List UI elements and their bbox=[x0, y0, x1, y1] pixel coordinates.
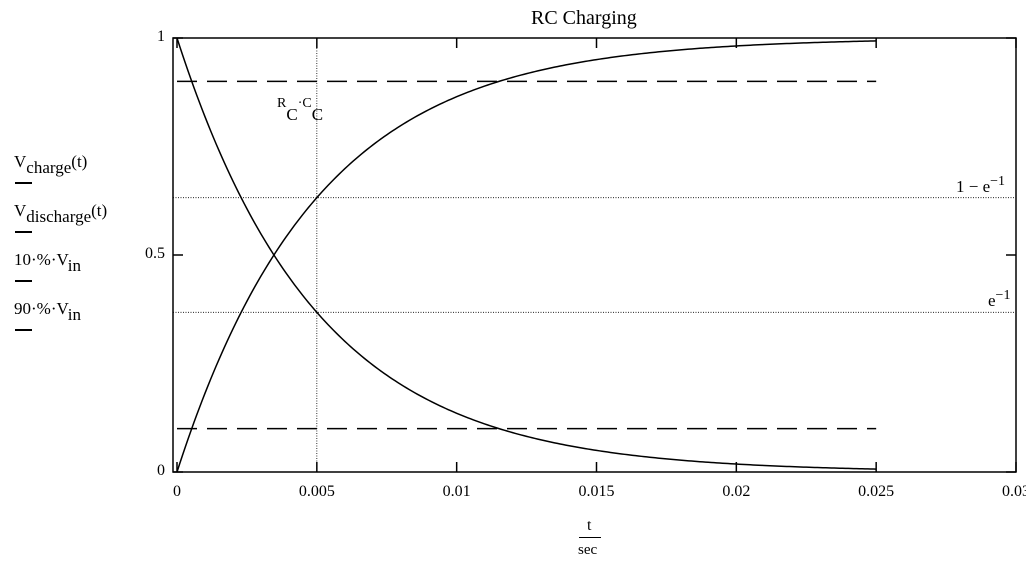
y-tick-label-0: 0 bbox=[157, 462, 165, 479]
legend-90pct-sub: in bbox=[67, 305, 81, 324]
legend-charge-sub: charge bbox=[26, 158, 72, 177]
legend-90pct-swatch bbox=[15, 329, 32, 331]
x-axis-label-den: sec bbox=[578, 542, 598, 558]
legend-discharge-tail: (t) bbox=[91, 201, 108, 220]
legend-discharge-sub: discharge bbox=[26, 207, 92, 226]
legend-10pct-swatch bbox=[15, 280, 32, 282]
chart-title: RC Charging bbox=[531, 7, 637, 29]
series-line-1 bbox=[176, 37, 877, 470]
legend-discharge: Vdischarge(t) bbox=[14, 201, 108, 225]
x-tick-label-3: 0.015 bbox=[578, 483, 615, 500]
x-axis-label-num: t bbox=[587, 517, 592, 534]
legend-charge-main: V bbox=[14, 152, 27, 171]
legend-charge-tail: (t) bbox=[71, 152, 88, 171]
series-lines bbox=[176, 37, 877, 473]
marker-label-2-sup: −1 bbox=[995, 288, 1011, 303]
legend-charge-swatch bbox=[15, 182, 32, 184]
legend-10pct-sub: in bbox=[67, 256, 81, 275]
rc-label-c: C bbox=[302, 96, 312, 111]
rc-label-c2: C bbox=[311, 105, 324, 124]
legend-10pct: 10·%·Vin bbox=[14, 250, 81, 274]
legend-90pct: 90·%·Vin bbox=[14, 299, 81, 323]
marker-lines bbox=[173, 38, 1016, 472]
y-tick-label-2: 1 bbox=[157, 28, 165, 45]
legend-charge: Vcharge(t) bbox=[14, 152, 88, 176]
rc-label-r: R bbox=[277, 96, 287, 111]
rc-label-c1: C bbox=[286, 105, 298, 124]
x-tick-label-4: 0.02 bbox=[722, 483, 751, 500]
axis-ticks bbox=[173, 37, 1017, 473]
legend-90pct-main: 90·%·V bbox=[14, 299, 68, 318]
legend-discharge-main: V bbox=[14, 201, 27, 220]
x-axis-label-bar bbox=[579, 537, 601, 538]
series-line-0 bbox=[176, 40, 877, 473]
x-tick-label-1: 0.005 bbox=[298, 483, 335, 500]
marker-label-1-text: 1 − e bbox=[956, 177, 991, 196]
marker-label-e: e−1 bbox=[988, 289, 1010, 310]
x-tick-label-5: 0.025 bbox=[858, 483, 895, 500]
rc-label: RC·CC bbox=[277, 97, 323, 124]
marker-label-2-text: e bbox=[988, 291, 996, 310]
x-tick-label-2: 0.01 bbox=[442, 483, 471, 500]
marker-label-1-sup: −1 bbox=[990, 174, 1006, 189]
x-tick-label-0: 0 bbox=[173, 483, 181, 500]
legend-discharge-swatch bbox=[15, 231, 32, 233]
marker-label-1-minus-e: 1 − e−1 bbox=[956, 175, 1005, 196]
x-tick-label-6: 0.03 bbox=[1002, 483, 1026, 500]
rc-label-c2-main: · bbox=[297, 96, 303, 111]
legend-10pct-main: 10·%·V bbox=[14, 250, 68, 269]
y-tick-label-1: 0.5 bbox=[145, 245, 165, 262]
